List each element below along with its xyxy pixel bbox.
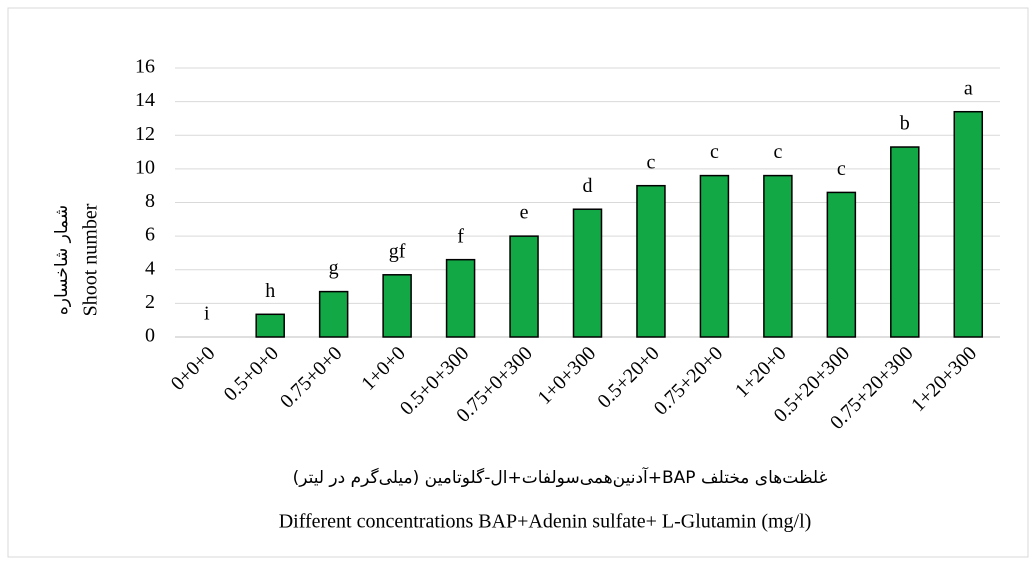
bar — [382, 274, 412, 338]
bar — [953, 110, 984, 338]
y-tick-label: 0 — [145, 325, 155, 347]
bar — [826, 191, 857, 338]
y-tick-label: 8 — [145, 190, 155, 212]
y-tick-label: 14 — [135, 89, 155, 111]
x-axis-title: غلظت‌های مختلف BAP+آدنین‌همی‌سولفات+ال-گ… — [293, 466, 828, 488]
significance-letter: a — [964, 77, 973, 99]
significance-letter: c — [773, 141, 782, 163]
y-axis-title: شمار شاخساره — [52, 205, 72, 315]
significance-letter: g — [329, 257, 339, 279]
bar — [763, 174, 793, 338]
y-tick-label: 2 — [145, 291, 155, 313]
significance-letter: f — [457, 225, 464, 247]
y-axis-title: Shoot number — [80, 203, 102, 316]
significance-letter: d — [583, 175, 593, 197]
bar — [509, 235, 539, 338]
significance-letter: c — [837, 158, 846, 180]
significance-letter: i — [204, 303, 210, 325]
bar — [255, 313, 285, 338]
x-axis-title: Different concentrations BAP+Adenin sulf… — [279, 511, 812, 533]
significance-letter: b — [900, 113, 910, 135]
y-tick-label: 16 — [135, 56, 155, 78]
bar — [699, 174, 730, 338]
y-tick-label: 12 — [135, 123, 155, 145]
bar — [572, 208, 603, 338]
significance-letter: c — [710, 141, 719, 163]
bar — [445, 258, 476, 338]
bar — [318, 290, 349, 338]
bar — [890, 146, 920, 338]
significance-letter: gf — [389, 240, 406, 262]
significance-letter: e — [520, 202, 529, 224]
bar — [636, 184, 666, 338]
significance-letter: c — [647, 151, 656, 173]
y-tick-label: 6 — [145, 224, 155, 246]
significance-letter: h — [265, 280, 275, 302]
y-tick-label: 4 — [145, 257, 155, 279]
y-tick-label: 10 — [135, 156, 155, 178]
